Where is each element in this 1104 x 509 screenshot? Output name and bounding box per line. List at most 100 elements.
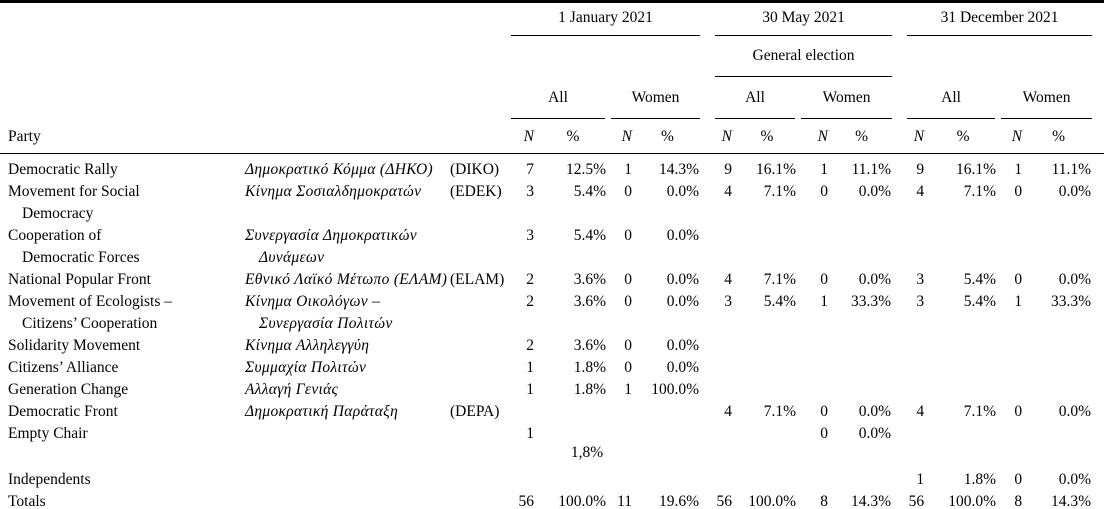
party-name: National Popular Front <box>8 271 151 288</box>
cell-dec-women-pct: 0.0% <box>1058 471 1092 488</box>
n-header: N <box>508 119 538 154</box>
cell-dec-all-n: 3 <box>916 293 925 310</box>
pct-header: % <box>832 119 905 154</box>
cell-may-all-n <box>712 423 736 445</box>
cell-jan-all-n: 1 <box>526 381 534 398</box>
party-name: Movement for Social Democracy <box>8 183 140 222</box>
cell-may-women-pct: 33.3% <box>851 293 892 310</box>
cell-jan-all-pct: 1.8% <box>573 381 606 398</box>
cell-jan-women-n: 0 <box>624 271 632 288</box>
cell-jan-women-n: 0 <box>624 227 632 244</box>
party-abbr: (ELAM) <box>450 271 505 288</box>
cell-may-women-n: 1 <box>820 293 829 310</box>
cell-may-women-n <box>798 469 832 491</box>
cell-may-all-pct <box>736 225 798 269</box>
n-header: N <box>798 119 833 154</box>
cell-dec-women-n: 0 <box>1014 183 1023 200</box>
spacer-row <box>0 461 1104 469</box>
party-name: Citizens’ Alliance <box>8 359 119 376</box>
totals-label: Totals <box>8 493 46 509</box>
cell-may-women-pct: 0.0% <box>858 403 892 420</box>
cell-jan-women-pct: 0.0% <box>666 271 700 288</box>
cell-dec-women-n: 0 <box>1014 271 1023 288</box>
cell-dec-all-n <box>904 379 928 401</box>
cell-may-women-pct <box>832 469 904 491</box>
cell-may-all-pct <box>736 379 798 401</box>
cell-may-all-n: 3 <box>724 293 733 310</box>
cell-may-all-pct: 7.1% <box>763 403 797 420</box>
party-name-greek: Κίνημα Σοσιαλδημοκρατών <box>245 183 422 200</box>
cell-may-all-n <box>712 225 736 269</box>
col-group-may: 30 May 2021 <box>712 2 904 36</box>
cell-jan-all-pct: 3.6% <box>573 337 606 354</box>
party-name: Cooperation of Democratic Forces <box>8 227 140 266</box>
cell-jan-women-pct: 0.0% <box>666 359 700 376</box>
table-row-solidarity-movement: Solidarity Movement Κίνημα Αλληλεγγύη 2 … <box>0 335 1104 357</box>
cell-jan-women-n: 0 <box>624 183 632 200</box>
party-abbr <box>442 225 508 269</box>
party-name: Independents <box>8 471 91 488</box>
cell-dec-all-n: 1 <box>916 471 925 488</box>
dec-all-header: All <box>904 77 998 119</box>
col-group-jan: 1 January 2021 <box>508 2 712 36</box>
cell-may-women-n <box>798 335 832 357</box>
cell-dec-all-pct: 1.8% <box>963 471 997 488</box>
cell-may-all-n <box>712 379 736 401</box>
cell-jan-women-pct: 0.0% <box>666 337 700 354</box>
cell-jan-women-pct: 0.0% <box>666 183 700 200</box>
cell-dec-women-pct <box>1026 335 1104 357</box>
cell-may-all-pct <box>736 335 798 357</box>
cell-may-all-pct: 100.0% <box>748 493 797 509</box>
cell-jan-women-n <box>608 469 636 491</box>
cell-may-all-n <box>712 335 736 357</box>
cell-may-women-n <box>798 225 832 269</box>
party-name-greek: Αλλαγή Γενιάς <box>245 381 339 398</box>
cell-dec-women-n <box>998 379 1026 401</box>
cell-may-all-n: 56 <box>716 493 733 509</box>
pct-header: % <box>928 119 999 154</box>
cell-jan-all-pct: 12.5% <box>565 161 606 178</box>
cell-jan-all-n <box>508 401 538 423</box>
cell-dec-women-n: 8 <box>1014 493 1023 509</box>
may-women-header: Women <box>798 77 904 119</box>
cell-may-all-pct <box>736 357 798 379</box>
party-abbr: (DIKO) <box>450 161 500 178</box>
cell-dec-all-n <box>904 423 928 445</box>
cell-jan-all-pct: 5.4% <box>573 183 606 200</box>
cell-may-women-pct: 0.0% <box>858 271 892 288</box>
empty-chair-pct-note-row: 1,8% <box>0 445 1104 461</box>
pct-header: % <box>1026 119 1104 154</box>
table-row-generation-change: Generation Change Αλλαγή Γενιάς 1 1.8% 1… <box>0 379 1104 401</box>
cell-dec-all-pct: 7.1% <box>963 183 997 200</box>
col-group-dec: 31 December 2021 <box>904 2 1104 36</box>
cell-dec-women-pct: 11.1% <box>1051 161 1092 178</box>
cell-may-women-n: 0 <box>820 183 829 200</box>
party-name: Democratic Rally <box>8 161 118 178</box>
cell-dec-women-pct: 0.0% <box>1058 403 1092 420</box>
cell-dec-women-pct: 33.3% <box>1051 293 1092 310</box>
cell-jan-all-pct: 1.8% <box>573 359 606 376</box>
cell-may-all-pct <box>736 423 798 445</box>
cell-dec-women-pct <box>1026 379 1104 401</box>
cell-dec-women-n: 0 <box>1014 471 1023 488</box>
party-abbr <box>442 291 508 335</box>
party-name: Movement of Ecologists – Citizens’ Coope… <box>8 293 173 332</box>
cell-dec-women-n <box>998 423 1026 445</box>
cell-may-all-n: 4 <box>724 183 733 200</box>
party-name: Democratic Front <box>8 403 118 420</box>
cell-jan-women-n <box>608 423 636 445</box>
party-name: Generation Change <box>8 381 129 398</box>
party-name-greek: Συμμαχία Πολιτών <box>245 359 367 376</box>
cell-jan-women-n: 0 <box>624 293 632 310</box>
n-header: N <box>712 119 737 154</box>
n-header: N <box>998 119 1027 154</box>
party-name-greek <box>237 423 442 445</box>
cell-may-all-pct: 16.1% <box>755 161 797 178</box>
cell-may-all-n: 4 <box>724 403 733 420</box>
cell-dec-women-pct: 0.0% <box>1058 183 1092 200</box>
party-name-greek: Συνεργασία Δημοκρατικών Δυνάμεων <box>245 227 417 266</box>
cell-may-all-n <box>712 469 736 491</box>
cell-may-women-pct: 11.1% <box>851 161 892 178</box>
party-column-header: Party <box>0 119 508 154</box>
